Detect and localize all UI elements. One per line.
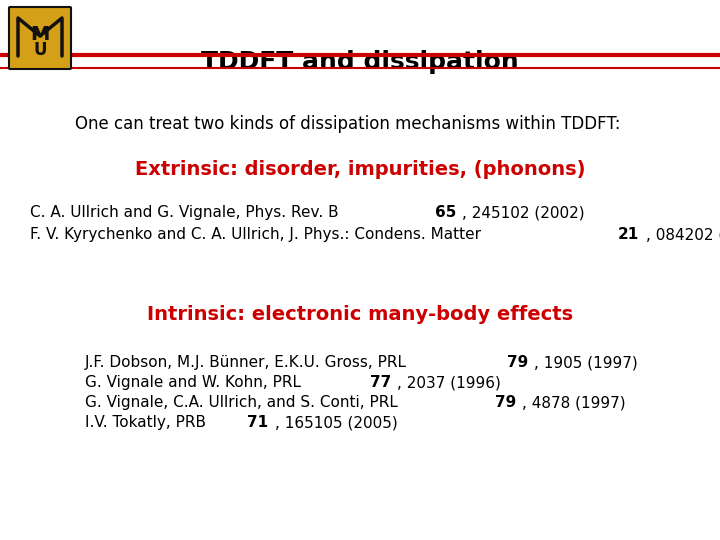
- Text: 65: 65: [434, 205, 456, 220]
- Text: TDDFT and dissipation: TDDFT and dissipation: [201, 50, 519, 73]
- Text: G. Vignale and W. Kohn, PRL: G. Vignale and W. Kohn, PRL: [85, 375, 306, 390]
- Text: Intrinsic: electronic many-body effects: Intrinsic: electronic many-body effects: [147, 305, 573, 324]
- Text: 79: 79: [507, 355, 528, 370]
- Text: , 245102 (2002): , 245102 (2002): [462, 205, 585, 220]
- Text: J.F. Dobson, M.J. Bünner, E.K.U. Gross, PRL: J.F. Dobson, M.J. Bünner, E.K.U. Gross, …: [85, 355, 412, 370]
- Text: 71: 71: [248, 415, 269, 430]
- Text: 21: 21: [618, 227, 639, 242]
- Text: One can treat two kinds of dissipation mechanisms within TDDFT:: One can treat two kinds of dissipation m…: [75, 115, 621, 133]
- Text: , 4878 (1997): , 4878 (1997): [523, 395, 626, 410]
- Text: C. A. Ullrich and G. Vignale, Phys. Rev. B: C. A. Ullrich and G. Vignale, Phys. Rev.…: [30, 205, 343, 220]
- Text: , 084202 (2009): , 084202 (2009): [646, 227, 720, 242]
- Text: 79: 79: [495, 395, 516, 410]
- Text: , 165105 (2005): , 165105 (2005): [274, 415, 397, 430]
- Text: F. V. Kyrychenko and C. A. Ullrich, J. Phys.: Condens. Matter: F. V. Kyrychenko and C. A. Ullrich, J. P…: [30, 227, 486, 242]
- Text: I.V. Tokatly, PRB: I.V. Tokatly, PRB: [85, 415, 211, 430]
- Text: , 1905 (1997): , 1905 (1997): [534, 355, 638, 370]
- Text: M: M: [30, 24, 50, 44]
- Text: , 2037 (1996): , 2037 (1996): [397, 375, 501, 390]
- Text: 77: 77: [370, 375, 391, 390]
- Text: G. Vignale, C.A. Ullrich, and S. Conti, PRL: G. Vignale, C.A. Ullrich, and S. Conti, …: [85, 395, 402, 410]
- Text: U: U: [33, 41, 47, 59]
- FancyBboxPatch shape: [9, 7, 71, 69]
- Text: Extrinsic: disorder, impurities, (phonons): Extrinsic: disorder, impurities, (phonon…: [135, 160, 585, 179]
